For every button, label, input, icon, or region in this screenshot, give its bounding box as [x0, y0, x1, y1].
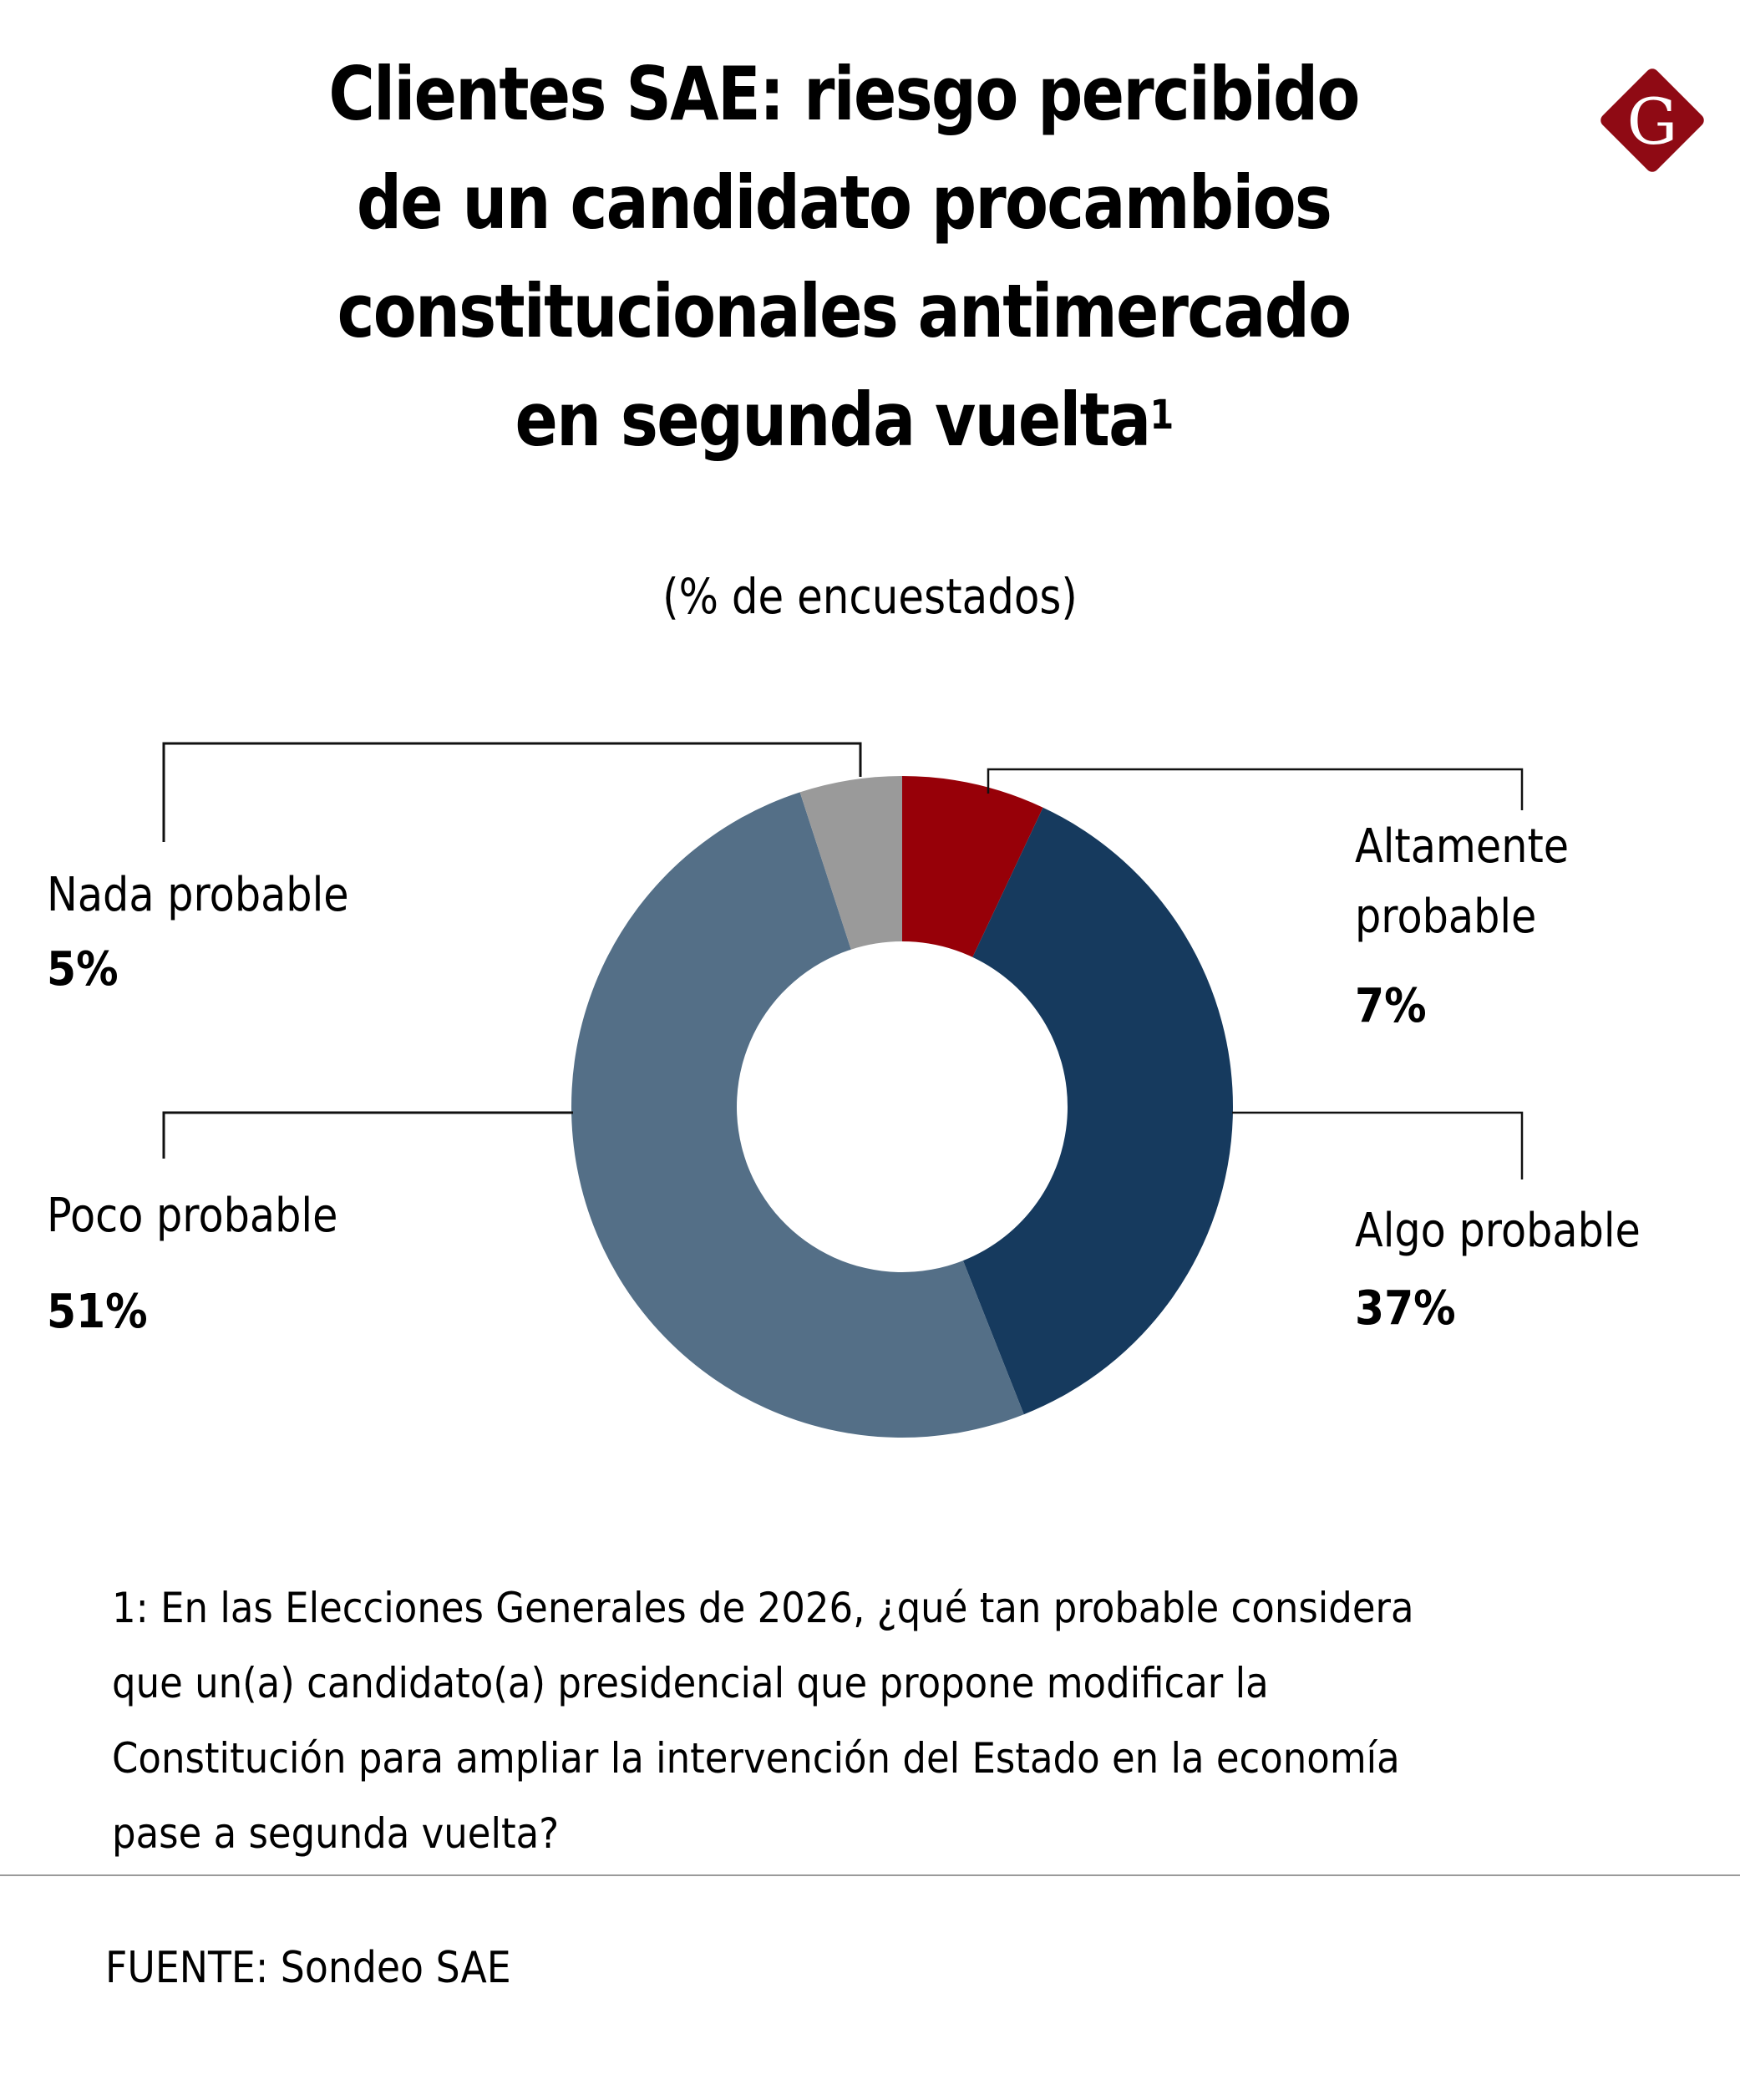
title-line-2: de un candidato procambios [356, 160, 1332, 246]
label-altamente-probable-line1: Altamente [1355, 819, 1570, 874]
label-nada-probable: Nada probable [47, 868, 349, 922]
logo-letter: G [1627, 84, 1678, 159]
footnote-line-3: Constitución para ampliar la intervenció… [112, 1734, 1400, 1783]
value-nada-probable: 5% [47, 942, 119, 997]
donut-chart [162, 742, 1524, 1438]
label-poco-probable: Poco probable [47, 1189, 338, 1243]
donut-slices [571, 776, 1233, 1438]
label-algo-probable: Algo probable [1355, 1204, 1641, 1258]
divider [0, 1874, 1740, 1876]
title-line-4: en segunda vuelta1 [226, 366, 1461, 474]
leader-line-altamente [987, 768, 1524, 810]
slice-algo-probable [962, 807, 1233, 1415]
footnote-line-2: que un(a) candidato(a) presidencial que … [112, 1659, 1269, 1707]
value-altamente-probable: 7% [1355, 979, 1427, 1033]
chart-subtitle: (% de encuestados) [662, 568, 1078, 625]
title-footnote-marker: 1 [1149, 392, 1174, 439]
title-line-1: Clientes SAE: riesgo percibido [328, 51, 1360, 137]
slice-altamente-probable [902, 776, 1043, 957]
source: FUENTE: Sondeo SAE [105, 1943, 511, 1993]
footnote-line-1: 1: En las Elecciones Generales de 2026, … [112, 1584, 1414, 1632]
slice-poco-probable [571, 792, 1024, 1438]
logo-diamond [1600, 68, 1704, 172]
value-poco-probable: 51% [47, 1285, 148, 1339]
title-line-3: constitucionales antimercado [337, 268, 1352, 354]
leader-line-poco [162, 1111, 573, 1159]
label-altamente-probable-line2: probable [1355, 890, 1537, 944]
gestion-logo-icon: G [1600, 68, 1704, 172]
chart-title: Clientes SAE: riesgo percibido de un can… [226, 40, 1461, 474]
leader-line-algo [1232, 1111, 1524, 1179]
title-line-4-text: en segunda vuelta [515, 377, 1152, 463]
value-algo-probable: 37% [1355, 1281, 1456, 1336]
footnote-line-4: pase a segunda vuelta? [112, 1809, 560, 1858]
footnote: 1: En las Elecciones Generales de 2026, … [112, 1570, 1540, 1871]
slice-nada-probable [799, 776, 902, 950]
leader-line-nada [162, 742, 862, 842]
